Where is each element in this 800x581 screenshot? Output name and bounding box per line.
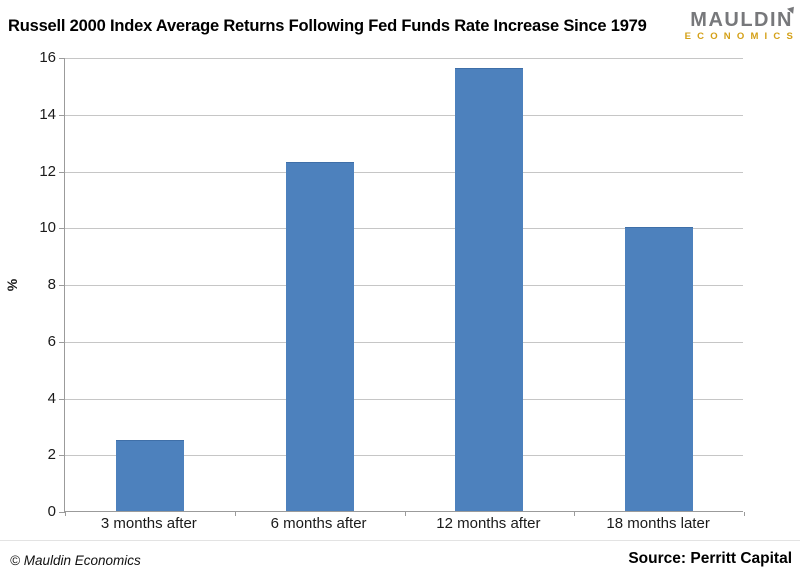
y-tick-label-12: 12 <box>39 162 56 180</box>
bar-3-months-after <box>115 440 184 511</box>
y-axis-tick-labels: 0 2 4 6 8 10 12 14 16 <box>0 50 56 520</box>
y-tickmark-16 <box>59 58 65 59</box>
y-tick-label-8: 8 <box>47 276 56 293</box>
y-tickmark-0 <box>59 512 65 513</box>
y-tick-label-4: 4 <box>47 389 56 407</box>
y-tick-label-14: 14 <box>39 105 56 123</box>
source-text: Source: Perritt Capital <box>628 550 792 567</box>
x-tick-label-12-months-after: 12 months after <box>436 515 541 532</box>
y-tick-label-6: 6 <box>47 332 56 350</box>
logo-wordmark: MAULDIN <box>690 4 797 31</box>
gridline-y-10 <box>65 228 743 230</box>
chart-title: Russell 2000 Index Average Returns Follo… <box>8 17 647 35</box>
x-tickmark-1 <box>234 512 236 516</box>
y-tick-label-2: 2 <box>47 446 56 464</box>
gridline-y-6 <box>65 341 743 343</box>
logo-text-economics: ECONOMICS <box>684 31 799 42</box>
y-tickmark-6 <box>59 341 65 343</box>
mauldin-economics-logo: MAULDIN ECONOMICS <box>685 4 797 42</box>
y-tick-label-10: 10 <box>39 219 56 237</box>
x-tick-label-6-months-after: 6 months after <box>270 515 367 532</box>
bar-12-months-after <box>455 68 524 511</box>
x-tickmark-3 <box>574 512 576 516</box>
bar-6-months-after <box>285 162 354 511</box>
y-tickmark-12 <box>59 171 65 173</box>
y-tickmark-14 <box>59 114 65 116</box>
x-axis-tick-labels: 3 months after 6 months after 12 months af… <box>64 515 743 535</box>
gridline-y-8 <box>65 285 743 286</box>
logo-text-mauldin: MAULDIN <box>690 9 793 31</box>
bar-18-months-later <box>625 227 694 511</box>
plot-area <box>59 58 745 516</box>
y-tick-label-16: 16 <box>39 49 56 66</box>
gridline-y-4 <box>65 398 743 400</box>
x-tickmark-4 <box>744 512 745 516</box>
x-tickmark-2 <box>404 512 406 516</box>
y-tickmark-2 <box>59 455 65 457</box>
x-tick-label-3-months-after: 3 months after <box>100 515 197 532</box>
y-tickmark-8 <box>59 285 65 286</box>
copyright-text: © Mauldin Economics <box>10 553 141 568</box>
x-tick-label-18-months-later: 18 months later <box>606 515 710 532</box>
y-tickmark-10 <box>59 228 65 230</box>
gridline-y-14 <box>65 114 743 116</box>
y-tick-label-0: 0 <box>47 503 56 520</box>
gridline-y-2 <box>65 455 743 457</box>
y-tickmark-4 <box>59 398 65 400</box>
gridline-y-12 <box>65 171 743 173</box>
x-tickmark-0 <box>65 512 66 516</box>
gridline-y-16 <box>65 58 743 59</box>
footer-divider <box>0 540 800 541</box>
